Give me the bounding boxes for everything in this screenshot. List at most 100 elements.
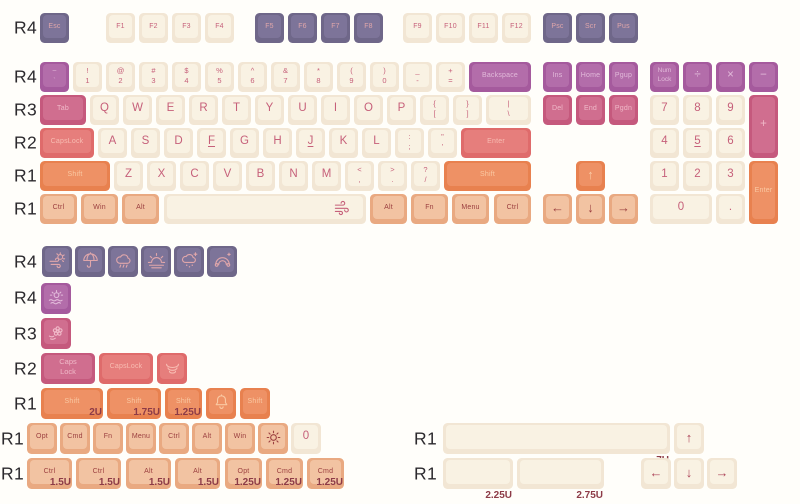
key-legend: ^ 6 (250, 65, 255, 85)
key-3: #3 (139, 62, 168, 92)
key-legend: Enter (487, 137, 505, 145)
key-arrow-left-2: ← (641, 458, 671, 489)
key-legend: L (373, 134, 380, 147)
key-legend: S (141, 134, 150, 147)
row-label-r4: R4 (14, 66, 37, 87)
key-legend: O (364, 101, 373, 114)
key-num-dot: . (716, 194, 745, 224)
key-legend: F8 (364, 22, 373, 30)
key-h: H (263, 128, 292, 158)
key-legend: (9 (349, 65, 354, 85)
row-label-r1: R1 (14, 165, 37, 186)
key-1: ! 1 (73, 62, 102, 92)
key-legend: Q (100, 101, 109, 114)
key-f: F (197, 128, 226, 158)
key-novelty-ripples (157, 353, 187, 384)
key-alt-15b: Alt (175, 458, 220, 489)
key-legend: }] (466, 98, 469, 118)
key-cmd: Cmd (60, 423, 90, 454)
wind-icon (333, 198, 352, 217)
key-num4: 4 (650, 128, 679, 158)
key-novelty-flower (41, 318, 71, 349)
key-legend: Alt (144, 468, 153, 476)
bell-icon (212, 393, 231, 412)
key-4: $4 (172, 62, 201, 92)
key-space-275u (517, 458, 604, 489)
key-f5: F5 (255, 13, 284, 43)
key-num7: 7 (650, 95, 679, 125)
row-label-r4: R4 (14, 287, 37, 308)
key-legend: Fn (425, 203, 434, 211)
key-f4: F4 (205, 13, 234, 43)
key-legend: 0 (677, 200, 685, 213)
key-del: Del (543, 95, 572, 125)
key-p: P (387, 95, 416, 125)
key-scr: Scr (576, 13, 605, 43)
key-legend: Ctrl (506, 203, 519, 211)
ripples-icon (163, 358, 182, 377)
key-legend: ↓ (685, 464, 693, 480)
key-arrow-right-2: → (707, 458, 737, 489)
key-f6: F6 (288, 13, 317, 43)
row-label-r1: R1 (14, 198, 37, 219)
key-enter: Enter (461, 128, 531, 158)
key-legend: Tab (57, 104, 69, 112)
key-legend: ↓ (587, 200, 594, 215)
key-legend: D (174, 134, 183, 147)
key-legend: C (190, 167, 199, 180)
key-legend: Alt (193, 468, 202, 476)
key-shift-1u: Shift (240, 388, 270, 419)
key-legend: Shift (126, 398, 142, 406)
key-legend: Win (93, 203, 106, 211)
key-legend: {[ (433, 98, 436, 118)
key-pgdn: Pgdn (609, 95, 638, 125)
key-t: T (222, 95, 251, 125)
key-legend: ↑ (587, 167, 594, 182)
key-s: S (131, 128, 160, 158)
key-legend: #3 (151, 65, 156, 85)
key-legend: Pus (617, 22, 630, 30)
key-legend: 2 (694, 167, 701, 180)
key-legend: Num Lock (657, 67, 672, 83)
key-legend: Ctrl (43, 468, 56, 476)
key-num8: 8 (683, 95, 712, 125)
key-novelty-sunset-sea (41, 283, 71, 314)
key-legend: Opt (36, 433, 48, 441)
key-legend: 9 (727, 101, 734, 114)
key-o: O (354, 95, 383, 125)
key-legend: H (273, 134, 282, 147)
key-win-2: Win (225, 423, 255, 454)
key-size-label: 1.25U (316, 477, 343, 488)
key-9: (9 (337, 62, 366, 92)
key-legend: Ctrl (52, 203, 65, 211)
key-legend: A (108, 134, 117, 147)
row-label-r1: R1 (1, 428, 24, 449)
key-legend: → (715, 464, 729, 480)
key-legend: Fn (103, 433, 113, 441)
key-lctrl: Ctrl (40, 194, 77, 224)
key-shift-125u: Shift (165, 388, 202, 419)
key-grave: ~ ` (40, 62, 69, 92)
key-legend: ! 1 (85, 65, 90, 85)
key-0: ) 0 (370, 62, 399, 92)
key-num-sub: − (749, 62, 778, 92)
key-legend: Shift (64, 398, 80, 406)
key-legend: End (583, 104, 598, 112)
key-novelty-sun-wind (42, 246, 72, 277)
key-ctrl-15b: Ctrl (76, 458, 121, 489)
key-novelty-sun (258, 423, 288, 454)
key-size-label: 1.25U (174, 407, 201, 418)
key-novelty-rain-cloud (108, 246, 138, 277)
key-legend: V (223, 167, 232, 180)
key-legend: + = (448, 65, 453, 85)
key-legend: CapsLock (109, 363, 143, 371)
key-num2: 2 (683, 161, 712, 191)
key-legend: ← (649, 464, 663, 480)
key-tab: Tab (40, 95, 86, 125)
key-f3: F3 (172, 13, 201, 43)
key-legend: @2 (116, 65, 125, 85)
key-legend: Menu (461, 203, 480, 211)
key-minus: _ - (403, 62, 432, 92)
key-pus: Pus (609, 13, 638, 43)
